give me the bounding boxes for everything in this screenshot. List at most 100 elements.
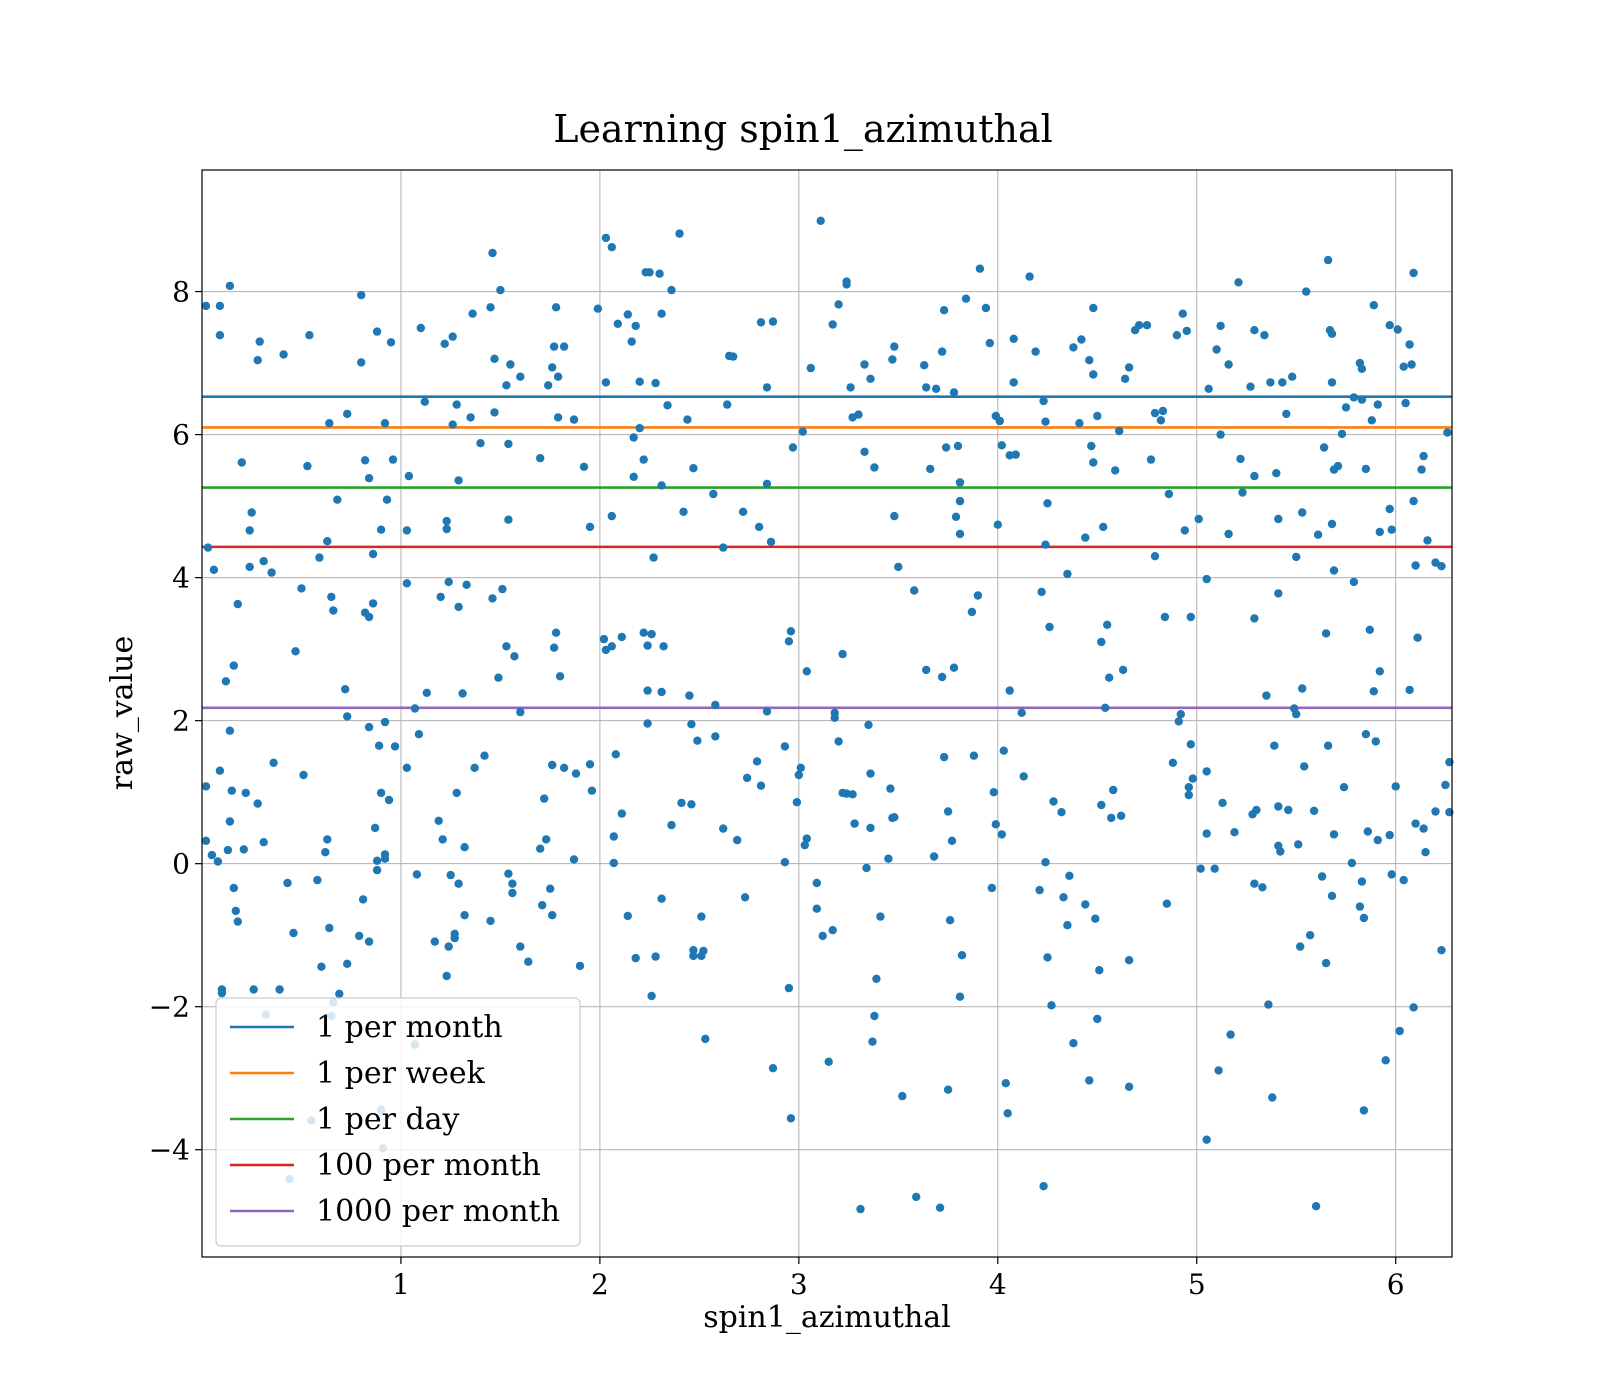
data-point [834, 737, 843, 746]
data-point [209, 565, 219, 574]
data-point [788, 443, 798, 452]
data-point [446, 870, 455, 880]
chart-title: Learning spin1_azimuthal [553, 107, 1053, 152]
data-point [768, 1064, 778, 1073]
data-point [436, 592, 445, 602]
data-point [848, 790, 857, 799]
data-point [1288, 372, 1297, 381]
data-point [1005, 686, 1014, 695]
data-point [1264, 1000, 1273, 1009]
data-point [1355, 902, 1365, 911]
data-point [1063, 569, 1072, 579]
data-point [935, 1203, 945, 1212]
data-point [516, 372, 525, 381]
data-point [991, 820, 1000, 829]
data-point [920, 361, 929, 370]
data-point [635, 424, 644, 433]
data-point [450, 929, 459, 938]
data-point [233, 917, 242, 926]
data-point [430, 937, 439, 946]
y-tick-label: 4 [172, 562, 190, 595]
data-point [1323, 741, 1333, 750]
data-point [601, 378, 611, 387]
data-point [609, 858, 618, 868]
data-point [1431, 807, 1440, 816]
data-point [987, 883, 996, 893]
data-point [380, 854, 390, 863]
data-point [1202, 1135, 1211, 1144]
data-point [536, 844, 545, 853]
data-point [754, 522, 764, 532]
data-point [1385, 830, 1394, 840]
legend-box [215, 997, 581, 1247]
data-point [1359, 1106, 1369, 1115]
data-point [1089, 303, 1098, 313]
data-point [376, 525, 386, 534]
data-point [1039, 1182, 1048, 1191]
data-point [1321, 629, 1331, 638]
data-point [343, 409, 352, 419]
data-point [1180, 526, 1190, 535]
data-point [364, 937, 374, 946]
data-point [422, 688, 431, 697]
x-tick-label: 1 [392, 1268, 410, 1301]
y-tick-label: 6 [172, 419, 190, 452]
data-point [229, 661, 238, 670]
legend-label: 100 per month [316, 1148, 541, 1183]
data-point [870, 463, 879, 472]
data-point [1409, 268, 1418, 278]
data-point [1204, 384, 1213, 393]
data-point [762, 479, 772, 489]
data-point [1327, 891, 1337, 901]
data-point [1317, 872, 1327, 881]
data-point [1369, 301, 1379, 310]
data-point [1116, 811, 1126, 820]
data-point [357, 358, 366, 367]
data-point [1411, 819, 1420, 828]
data-points [201, 216, 1454, 1214]
data-point [643, 641, 652, 650]
data-point [1268, 1093, 1277, 1102]
data-point [1339, 783, 1349, 792]
data-point [1381, 1056, 1390, 1065]
data-point [402, 763, 412, 772]
data-point [939, 752, 949, 762]
data-point [1298, 508, 1307, 517]
data-point [1120, 374, 1130, 383]
data-point [1011, 450, 1020, 459]
data-point [1292, 710, 1301, 719]
data-point [1437, 562, 1446, 571]
data-point [442, 524, 451, 534]
data-point [647, 991, 656, 1001]
data-point [756, 318, 766, 327]
data-point [1365, 625, 1375, 634]
data-point [1274, 514, 1283, 524]
legend-label: 1 per month [316, 1010, 503, 1045]
data-point [390, 742, 400, 751]
data-point [1329, 566, 1339, 575]
data-point [601, 233, 611, 243]
data-point [1385, 504, 1394, 514]
data-point [611, 750, 620, 759]
data-point [225, 817, 235, 826]
data-point [951, 512, 961, 521]
data-point [382, 495, 392, 504]
data-point [1124, 1082, 1134, 1092]
data-point [846, 383, 855, 392]
data-point [540, 794, 549, 803]
data-point [862, 863, 871, 873]
data-point [719, 543, 728, 552]
data-point [1341, 403, 1351, 412]
data-point [884, 854, 893, 863]
data-point [1118, 665, 1128, 675]
data-point [1409, 496, 1418, 506]
data-point [609, 832, 618, 841]
data-point [549, 643, 559, 652]
data-point [416, 323, 425, 333]
data-point [253, 356, 262, 365]
data-point [1019, 772, 1028, 781]
data-point [225, 281, 235, 291]
data-point [1041, 417, 1050, 426]
data-point [323, 537, 332, 546]
data-point [1443, 428, 1452, 437]
